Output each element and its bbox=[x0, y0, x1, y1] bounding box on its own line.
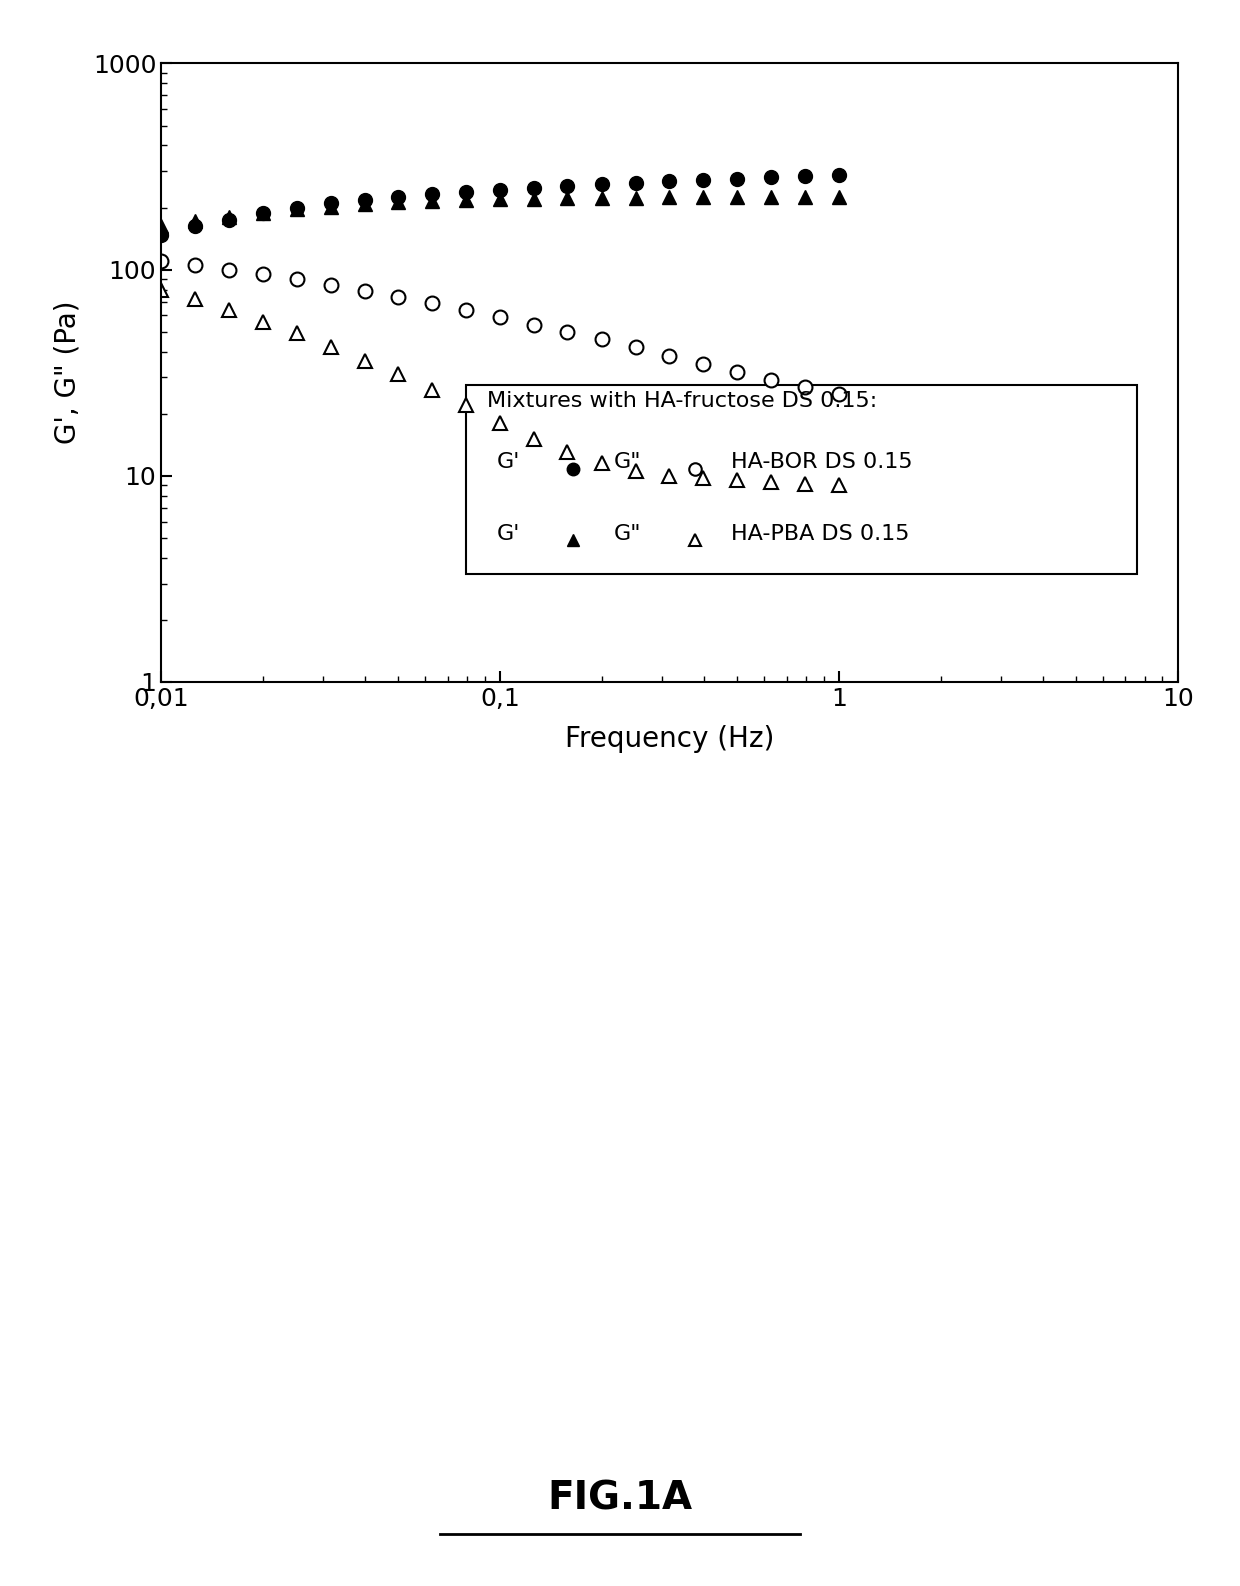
Text: HA-BOR DS 0.15: HA-BOR DS 0.15 bbox=[730, 452, 913, 473]
Text: G": G" bbox=[614, 523, 641, 544]
X-axis label: Frequency (Hz): Frequency (Hz) bbox=[565, 725, 774, 753]
Y-axis label: G', G" (Pa): G', G" (Pa) bbox=[53, 301, 82, 444]
Text: G': G' bbox=[497, 523, 520, 544]
Bar bbox=[466, 385, 1137, 574]
Text: G': G' bbox=[497, 452, 520, 473]
Text: Mixtures with HA-fructose DS 0.15:: Mixtures with HA-fructose DS 0.15: bbox=[486, 392, 877, 411]
Text: G": G" bbox=[614, 452, 641, 473]
Text: HA-PBA DS 0.15: HA-PBA DS 0.15 bbox=[730, 523, 909, 544]
Text: FIG.1A: FIG.1A bbox=[547, 1480, 693, 1518]
